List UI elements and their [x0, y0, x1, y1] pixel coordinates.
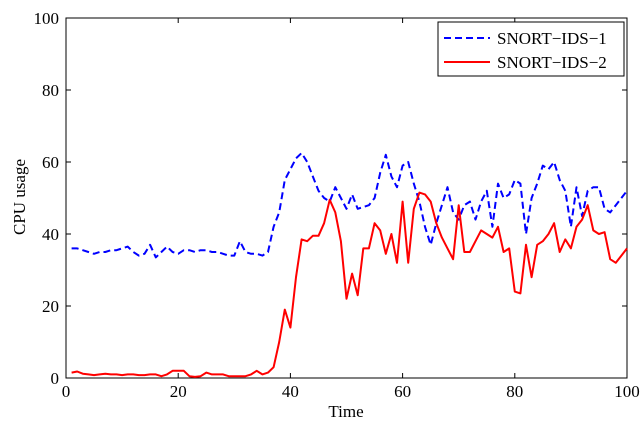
y-tick-label-0: 0 — [51, 369, 60, 388]
y-tick-label-5: 100 — [34, 9, 60, 28]
legend-label-series-1: SNORT−IDS−1 — [497, 29, 607, 48]
x-tick-label-3: 60 — [394, 382, 411, 401]
y-tick-label-4: 80 — [42, 81, 59, 100]
x-axis-label: Time — [328, 402, 363, 421]
series-line-1 — [71, 152, 628, 259]
series-line-2 — [71, 191, 628, 378]
x-tick-label-1: 20 — [170, 382, 187, 401]
tick-labels: 0 20 40 60 80 100 0 20 40 60 80 100 — [34, 9, 640, 401]
y-axis-label: CPU usage — [10, 159, 29, 235]
x-tick-label-0: 0 — [62, 382, 71, 401]
y-tick-label-2: 40 — [42, 225, 59, 244]
series-layer — [71, 152, 628, 378]
y-tick-label-1: 20 — [42, 297, 59, 316]
legend-box — [437, 21, 625, 77]
plot-frame — [65, 17, 628, 379]
plot-area-border — [65, 17, 628, 379]
y-tick-label-3: 60 — [42, 153, 59, 172]
x-tick-label-2: 40 — [282, 382, 299, 401]
legend: SNORT−IDS−1 SNORT−IDS−2 — [437, 21, 625, 77]
x-tick-label-5: 100 — [614, 382, 640, 401]
x-tick-label-4: 80 — [506, 382, 523, 401]
legend-label-series-2: SNORT−IDS−2 — [497, 53, 607, 72]
